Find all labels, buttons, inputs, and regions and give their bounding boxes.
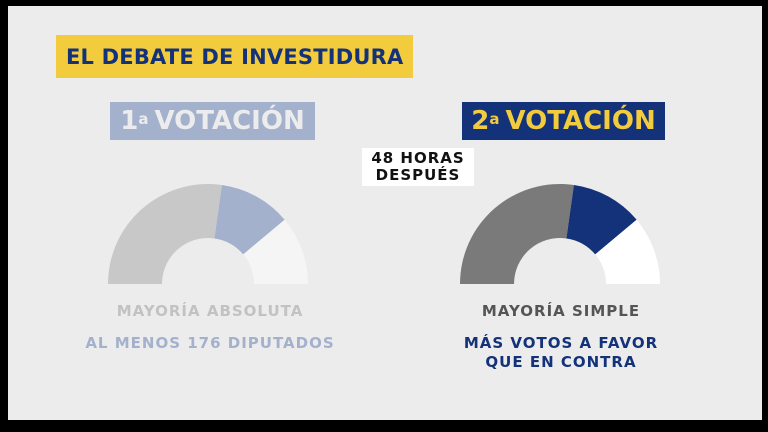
second-vote-requirement: MÁS VOTOS A FAVOR QUE EN CONTRA <box>436 334 686 372</box>
second-vote-gauge <box>460 184 660 284</box>
gauge1-right-segment <box>243 219 308 284</box>
first-vote-heading: 1 a VOTACIÓN <box>110 102 315 140</box>
first-vote-ordinal: a <box>138 110 149 128</box>
first-vote-requirement: AL MENOS 176 DIPUTADOS <box>85 334 335 352</box>
page-title: EL DEBATE DE INVESTIDURA <box>66 44 404 69</box>
second-vote-requirement-line1: MÁS VOTOS A FAVOR <box>463 334 659 352</box>
interval-line1: 48 HORAS <box>371 149 465 167</box>
second-vote-heading: 2 a VOTACIÓN <box>462 102 665 140</box>
second-vote-requirement-line2: QUE EN CONTRA <box>485 353 637 371</box>
second-vote-majority: MAYORÍA SIMPLE <box>481 302 641 320</box>
gauge1-middle-segment <box>214 184 285 255</box>
second-vote-ordinal: a <box>489 110 500 128</box>
first-vote-majority: MAYORÍA ABSOLUTA <box>116 302 304 320</box>
gauge2-middle-segment <box>566 184 637 255</box>
infographic-panel: EL DEBATE DE INVESTIDURA 1 a VOTACIÓN 2 a VO… <box>8 6 762 420</box>
title-banner: EL DEBATE DE INVESTIDURA <box>56 35 414 78</box>
gauge1-left-segment <box>108 184 222 284</box>
first-vote-label: VOTACIÓN <box>154 106 305 136</box>
second-vote-number: 2 <box>471 106 490 136</box>
interval-line2: DESPUÉS <box>375 166 461 184</box>
interval-badge: 48 HORAS DESPUÉS <box>362 148 474 186</box>
gauge2-right-segment <box>595 219 660 284</box>
second-vote-label: VOTACIÓN <box>505 106 656 136</box>
gauge2-left-segment <box>460 184 574 284</box>
first-vote-number: 1 <box>120 106 139 136</box>
first-vote-gauge <box>108 184 308 284</box>
